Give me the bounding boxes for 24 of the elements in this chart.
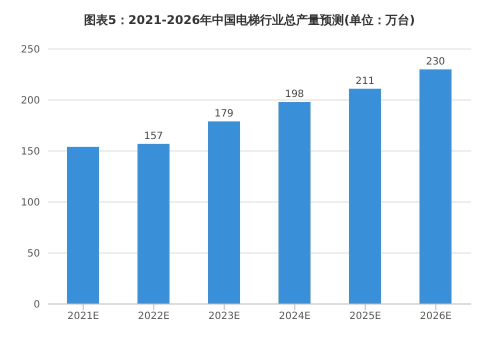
bar: [67, 146, 99, 304]
data-label: 179: [214, 108, 234, 120]
y-tick-label: 150: [20, 146, 40, 158]
x-tick-label: 2023E: [208, 311, 240, 322]
x-tick-label: 2025E: [349, 311, 382, 322]
data-label: 198: [284, 89, 304, 100]
y-tick-label: 200: [20, 96, 40, 107]
data-label: 211: [355, 76, 375, 87]
y-tick-label: 0: [34, 300, 40, 311]
y-tick-label: 100: [20, 198, 40, 209]
y-tick-label: 50: [27, 248, 40, 260]
bar: [208, 121, 240, 304]
x-tick-label: 2022E: [138, 311, 170, 322]
x-tick-label: 2024E: [278, 311, 311, 322]
chart-title: 图表5：2021-2026年中国电梯行业总产量预测(单位：万台): [82, 12, 416, 29]
x-tick-label: 2026E: [420, 311, 452, 322]
data-label: 230: [426, 56, 446, 68]
bar: [138, 144, 170, 304]
x-tick-label: 2021E: [67, 311, 100, 322]
bar: [278, 102, 310, 304]
y-tick-label: 250: [20, 44, 40, 56]
bar: [420, 69, 452, 304]
bar: [349, 88, 381, 304]
data-label: 157: [144, 130, 164, 142]
